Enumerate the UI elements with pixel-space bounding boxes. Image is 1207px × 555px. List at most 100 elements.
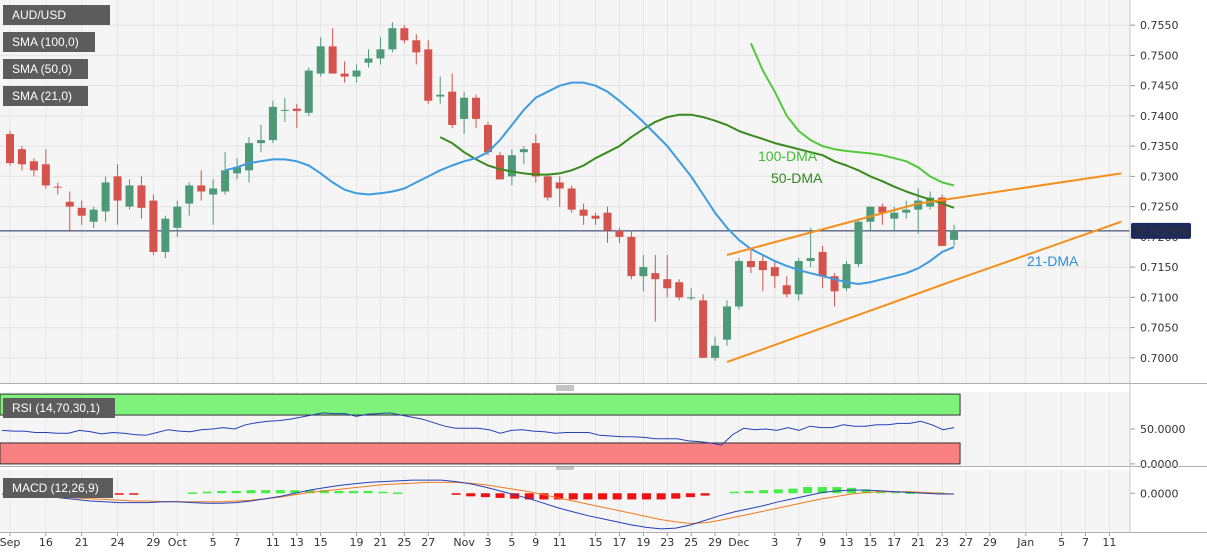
- sma50-line: [439, 113, 955, 209]
- legend-sma21[interactable]: SMA (21,0): [3, 86, 88, 106]
- candle-body: [316, 46, 325, 74]
- date-tick-label: 25: [684, 536, 698, 549]
- macd-histogram-bar: [466, 493, 476, 497]
- macd-histogram-bar: [290, 490, 300, 494]
- date-tick-label: 21: [75, 536, 89, 549]
- candle-body: [400, 28, 409, 41]
- price-panel-bg: [0, 0, 1130, 383]
- date-tick-label: Oct: [168, 536, 188, 549]
- macd-histogram-bar: [598, 493, 608, 500]
- rsi-label-text: RSI (14,70,30,1): [12, 401, 100, 415]
- candle-body: [543, 176, 552, 198]
- date-tick-label: 7: [1082, 536, 1089, 549]
- rsi-oversold-zone: [0, 442, 961, 465]
- macd-histogram-bar: [305, 490, 315, 494]
- candle-body: [412, 40, 421, 53]
- macd-histogram-bar: [832, 487, 842, 494]
- candle-body: [854, 221, 863, 265]
- sma21-line: [224, 81, 955, 285]
- date-tick-label: 11: [553, 536, 567, 549]
- symbol-label-text: AUD/USD: [12, 8, 66, 22]
- candle-body: [304, 70, 313, 113]
- date-tick-label: 3: [771, 536, 778, 549]
- legend-sma100[interactable]: SMA (100,0): [3, 32, 95, 52]
- price-y-tick-label: 0.7150: [1140, 261, 1179, 274]
- candle-body: [758, 261, 767, 271]
- date-tick-label: 24: [111, 536, 125, 549]
- candle-body: [77, 207, 86, 216]
- price-y-tick-label: 0.7250: [1140, 201, 1179, 214]
- candle-body: [101, 182, 110, 212]
- macd-histogram-bar: [510, 493, 520, 499]
- candle-body: [149, 200, 158, 252]
- macd-histogram-bar: [890, 491, 900, 494]
- date-tick-label: 23: [660, 536, 674, 549]
- candle-body: [651, 273, 660, 280]
- candle-body: [161, 218, 170, 252]
- date-tick-label: 27: [959, 536, 973, 549]
- macd-histogram-bar: [627, 493, 637, 500]
- macd-histogram-bar: [656, 493, 666, 500]
- pane-resize-handle-1[interactable]: [556, 385, 574, 391]
- macd-histogram-bar: [817, 487, 827, 494]
- price-y-tick-label: 0.7450: [1140, 80, 1179, 93]
- price-y-tick-label: 0.7350: [1140, 140, 1179, 153]
- macd-histogram-bar: [671, 493, 681, 499]
- candle-body: [221, 170, 230, 192]
- symbol-label: AUD/USD: [3, 5, 110, 25]
- pane-resize-handle-2[interactable]: [556, 466, 574, 470]
- indicator-lines-layer: [1, 42, 1122, 530]
- macd-histogram-bar: [231, 490, 241, 494]
- rsi-label[interactable]: RSI (14,70,30,1): [3, 398, 115, 418]
- macd-histogram-bar: [202, 491, 212, 494]
- candle-body: [579, 209, 588, 216]
- annotation-21dma: 21-DMA: [1027, 253, 1079, 269]
- candle-body: [890, 212, 899, 219]
- candle-body: [663, 279, 672, 289]
- candle-body: [770, 267, 779, 277]
- date-tick-label: 17: [887, 536, 901, 549]
- candle-body: [113, 176, 122, 201]
- annotation-100dma: 100-DMA: [758, 148, 818, 164]
- candle-body: [29, 161, 38, 171]
- legend-sma21-text: SMA (21,0): [12, 89, 72, 103]
- date-tick-label: 5: [210, 536, 217, 549]
- macd-histogram-bar: [451, 493, 461, 495]
- macd-histogram-bar: [129, 493, 139, 495]
- macd-histogram-bar: [392, 492, 402, 494]
- legend-sma50[interactable]: SMA (50,0): [3, 59, 88, 79]
- macd-histogram-bar: [803, 487, 813, 494]
- macd-histogram-bar: [568, 493, 578, 500]
- candle-body: [41, 164, 50, 186]
- date-tick-label: 11: [1102, 536, 1116, 549]
- candle-body: [292, 108, 301, 112]
- candle-body: [950, 230, 959, 240]
- date-tick-label: 23: [935, 536, 949, 549]
- candle-body: [484, 124, 492, 153]
- macd-histogram-bar: [583, 493, 593, 500]
- price-y-tick-label: 0.7050: [1140, 322, 1179, 335]
- macd-label-text: MACD (12,26,9): [12, 481, 99, 495]
- date-tick-label: 15: [314, 536, 328, 549]
- macd-label[interactable]: MACD (12,26,9): [3, 478, 113, 498]
- candle-body: [472, 97, 481, 119]
- macd-histogram-bar: [334, 490, 344, 494]
- axes-layer: 0.7550 0.7500 0.7450 0.7400 0.7350 0.7300 0.72…: [0, 19, 1186, 549]
- date-tick-label: Jan: [1016, 536, 1034, 549]
- candle-body: [197, 185, 206, 192]
- date-tick-label: Dec: [728, 536, 749, 549]
- date-tick-label: 15: [589, 536, 603, 549]
- macd-y-tick-label: 0.0000: [1140, 487, 1179, 500]
- macd-histogram-bar: [319, 490, 329, 494]
- candle-body: [914, 200, 923, 210]
- candle-body: [268, 106, 277, 141]
- macd-histogram-bar: [363, 490, 373, 494]
- macd-histogram-bar: [641, 493, 651, 500]
- macd-histogram-bar: [275, 490, 285, 494]
- candle-body: [866, 206, 875, 222]
- price-y-tick-label: 0.7000: [1140, 352, 1179, 365]
- candle-body: [519, 149, 528, 153]
- candle-body: [89, 209, 98, 222]
